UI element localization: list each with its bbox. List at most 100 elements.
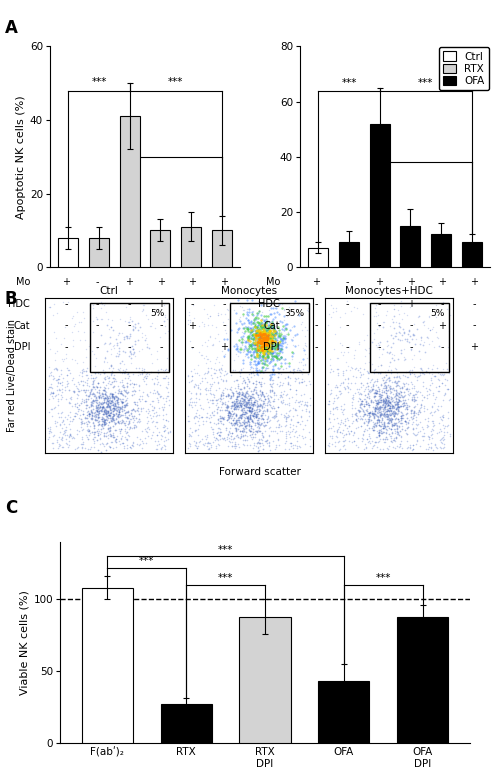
Point <box>409 410 417 423</box>
Point <box>266 337 274 349</box>
Point <box>412 385 420 397</box>
Point <box>78 383 86 396</box>
Point <box>352 422 360 434</box>
Point <box>136 362 143 375</box>
Point <box>390 419 398 431</box>
Point <box>250 346 258 358</box>
Point <box>263 334 271 347</box>
Point <box>380 420 388 432</box>
Point <box>436 434 444 447</box>
Point <box>204 334 212 347</box>
Point <box>242 399 250 411</box>
Point <box>266 396 274 408</box>
Point <box>269 328 277 341</box>
Point <box>264 345 272 358</box>
Point <box>347 377 355 389</box>
Point <box>59 355 67 368</box>
Bar <box>120 116 140 267</box>
Point <box>391 442 399 454</box>
Point <box>248 426 256 438</box>
Point <box>102 385 110 397</box>
Point <box>388 420 396 433</box>
Point <box>126 347 134 359</box>
Point <box>160 425 168 437</box>
Point <box>111 403 119 416</box>
Point <box>330 392 338 404</box>
Point <box>212 384 220 396</box>
Point <box>442 357 450 369</box>
Point <box>212 353 220 365</box>
Point <box>244 344 252 357</box>
Point <box>400 396 408 409</box>
Point <box>396 412 404 424</box>
Point <box>262 319 270 331</box>
Point <box>296 394 304 406</box>
Point <box>246 405 254 417</box>
Point <box>255 437 263 449</box>
Point <box>102 416 110 429</box>
Point <box>232 418 240 430</box>
Point <box>411 370 419 382</box>
Point <box>209 337 217 350</box>
Point <box>378 427 386 440</box>
Point <box>267 328 275 341</box>
Point <box>104 432 112 444</box>
Point <box>83 424 91 437</box>
Point <box>372 387 380 399</box>
Point <box>252 407 260 420</box>
Point <box>386 398 394 410</box>
Point <box>241 341 249 353</box>
Point <box>259 365 267 378</box>
Point <box>112 408 120 420</box>
Point <box>360 393 368 406</box>
Point <box>372 384 380 396</box>
Point <box>93 414 101 426</box>
Point <box>106 401 114 413</box>
Point <box>202 415 210 427</box>
Point <box>62 352 70 365</box>
Point <box>395 441 403 454</box>
Point <box>398 391 406 403</box>
Point <box>388 426 396 439</box>
Point <box>260 338 268 351</box>
Point <box>222 390 230 402</box>
Point <box>50 402 58 415</box>
Point <box>404 440 412 453</box>
Point <box>288 414 296 426</box>
Point <box>208 396 216 409</box>
Point <box>418 376 426 389</box>
Point <box>154 364 162 376</box>
Point <box>96 368 104 380</box>
Point <box>101 373 109 385</box>
Point <box>217 393 225 406</box>
Point <box>234 400 241 413</box>
Point <box>111 418 119 430</box>
Point <box>374 437 382 449</box>
Point <box>440 426 448 438</box>
Text: +: + <box>438 277 446 287</box>
Point <box>409 328 417 341</box>
Point <box>50 298 58 310</box>
Point <box>141 432 149 444</box>
Point <box>372 307 380 319</box>
Point <box>244 351 252 363</box>
Point <box>362 441 370 454</box>
Point <box>412 333 420 345</box>
Point <box>372 384 380 396</box>
Point <box>273 354 281 367</box>
Point <box>392 380 400 392</box>
Point <box>364 382 372 395</box>
Point <box>250 313 258 326</box>
Point <box>270 345 278 358</box>
Point <box>258 336 266 348</box>
Point <box>266 340 274 352</box>
Point <box>258 406 266 419</box>
Point <box>390 419 398 431</box>
Point <box>351 362 359 375</box>
Point <box>270 341 278 354</box>
Point <box>257 413 265 425</box>
Point <box>248 367 256 379</box>
Point <box>334 351 342 364</box>
Point <box>46 425 54 437</box>
Point <box>422 366 430 378</box>
